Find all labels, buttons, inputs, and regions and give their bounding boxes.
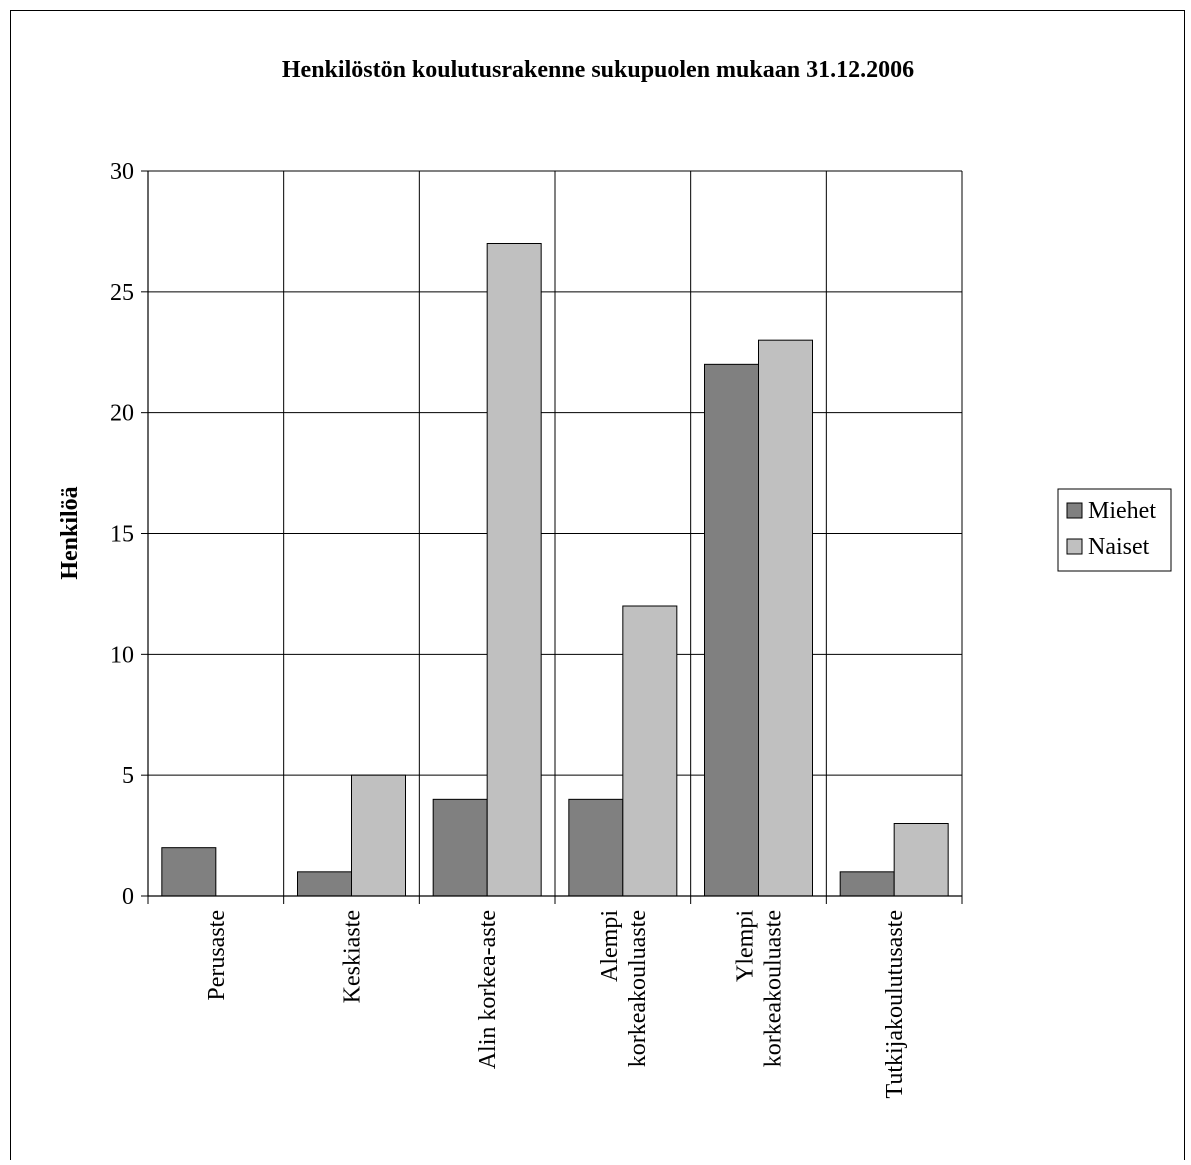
bar-naiset xyxy=(758,339,813,897)
bars xyxy=(161,243,949,897)
y-tick-labels: 0 5 10 15 20 25 30 xyxy=(110,159,134,910)
x-tick-label: Alempi xyxy=(597,910,623,982)
chart-title: Henkilöstön koulutusrakenne sukupuolen m… xyxy=(282,57,914,83)
x-tick-label: korkeakouluaste xyxy=(761,910,787,1067)
x-tick-label: Keskiaste xyxy=(340,910,366,1003)
y-tick-label: 15 xyxy=(110,522,134,548)
y-tick-label: 25 xyxy=(110,280,134,306)
legend: Miehet Naiset xyxy=(1057,488,1172,572)
bar-miehet xyxy=(568,798,624,897)
bar-naiset xyxy=(893,823,949,897)
y-tick-label: 30 xyxy=(110,159,134,185)
legend-label-naiset: Naiset xyxy=(1088,534,1150,560)
bar-miehet xyxy=(839,871,895,897)
bar-miehet xyxy=(297,871,352,897)
legend-swatch-miehet xyxy=(1066,502,1083,519)
bar-miehet xyxy=(432,798,488,897)
legend-label-miehet: Miehet xyxy=(1088,498,1156,524)
grid-lines xyxy=(148,170,963,896)
x-tick-label: Alin korkea-aste xyxy=(475,910,501,1069)
bar-naiset xyxy=(622,605,678,897)
y-tick-label: 5 xyxy=(122,763,134,789)
y-tick-label: 0 xyxy=(122,884,134,910)
x-tick-labels: Perusaste Keskiaste Alin korkea-aste Alempi… xyxy=(204,910,908,1099)
chart-frame xyxy=(10,10,1185,1160)
x-tick-label: Tutkijakoulutusaste xyxy=(882,910,908,1098)
x-tick-label: Ylempi xyxy=(733,910,759,982)
y-axis-label: Henkilöä xyxy=(57,486,83,579)
bar-naiset xyxy=(351,774,406,897)
y-tick-label: 20 xyxy=(110,401,134,427)
axes xyxy=(141,170,963,904)
legend-swatch-naiset xyxy=(1066,538,1083,555)
bar-miehet xyxy=(704,363,759,897)
x-tick-label: Perusaste xyxy=(204,910,230,1001)
bar-miehet xyxy=(161,847,217,897)
bar-naiset xyxy=(486,243,542,897)
x-tick-label: korkeakouluaste xyxy=(625,910,651,1067)
y-tick-label: 10 xyxy=(110,642,134,668)
